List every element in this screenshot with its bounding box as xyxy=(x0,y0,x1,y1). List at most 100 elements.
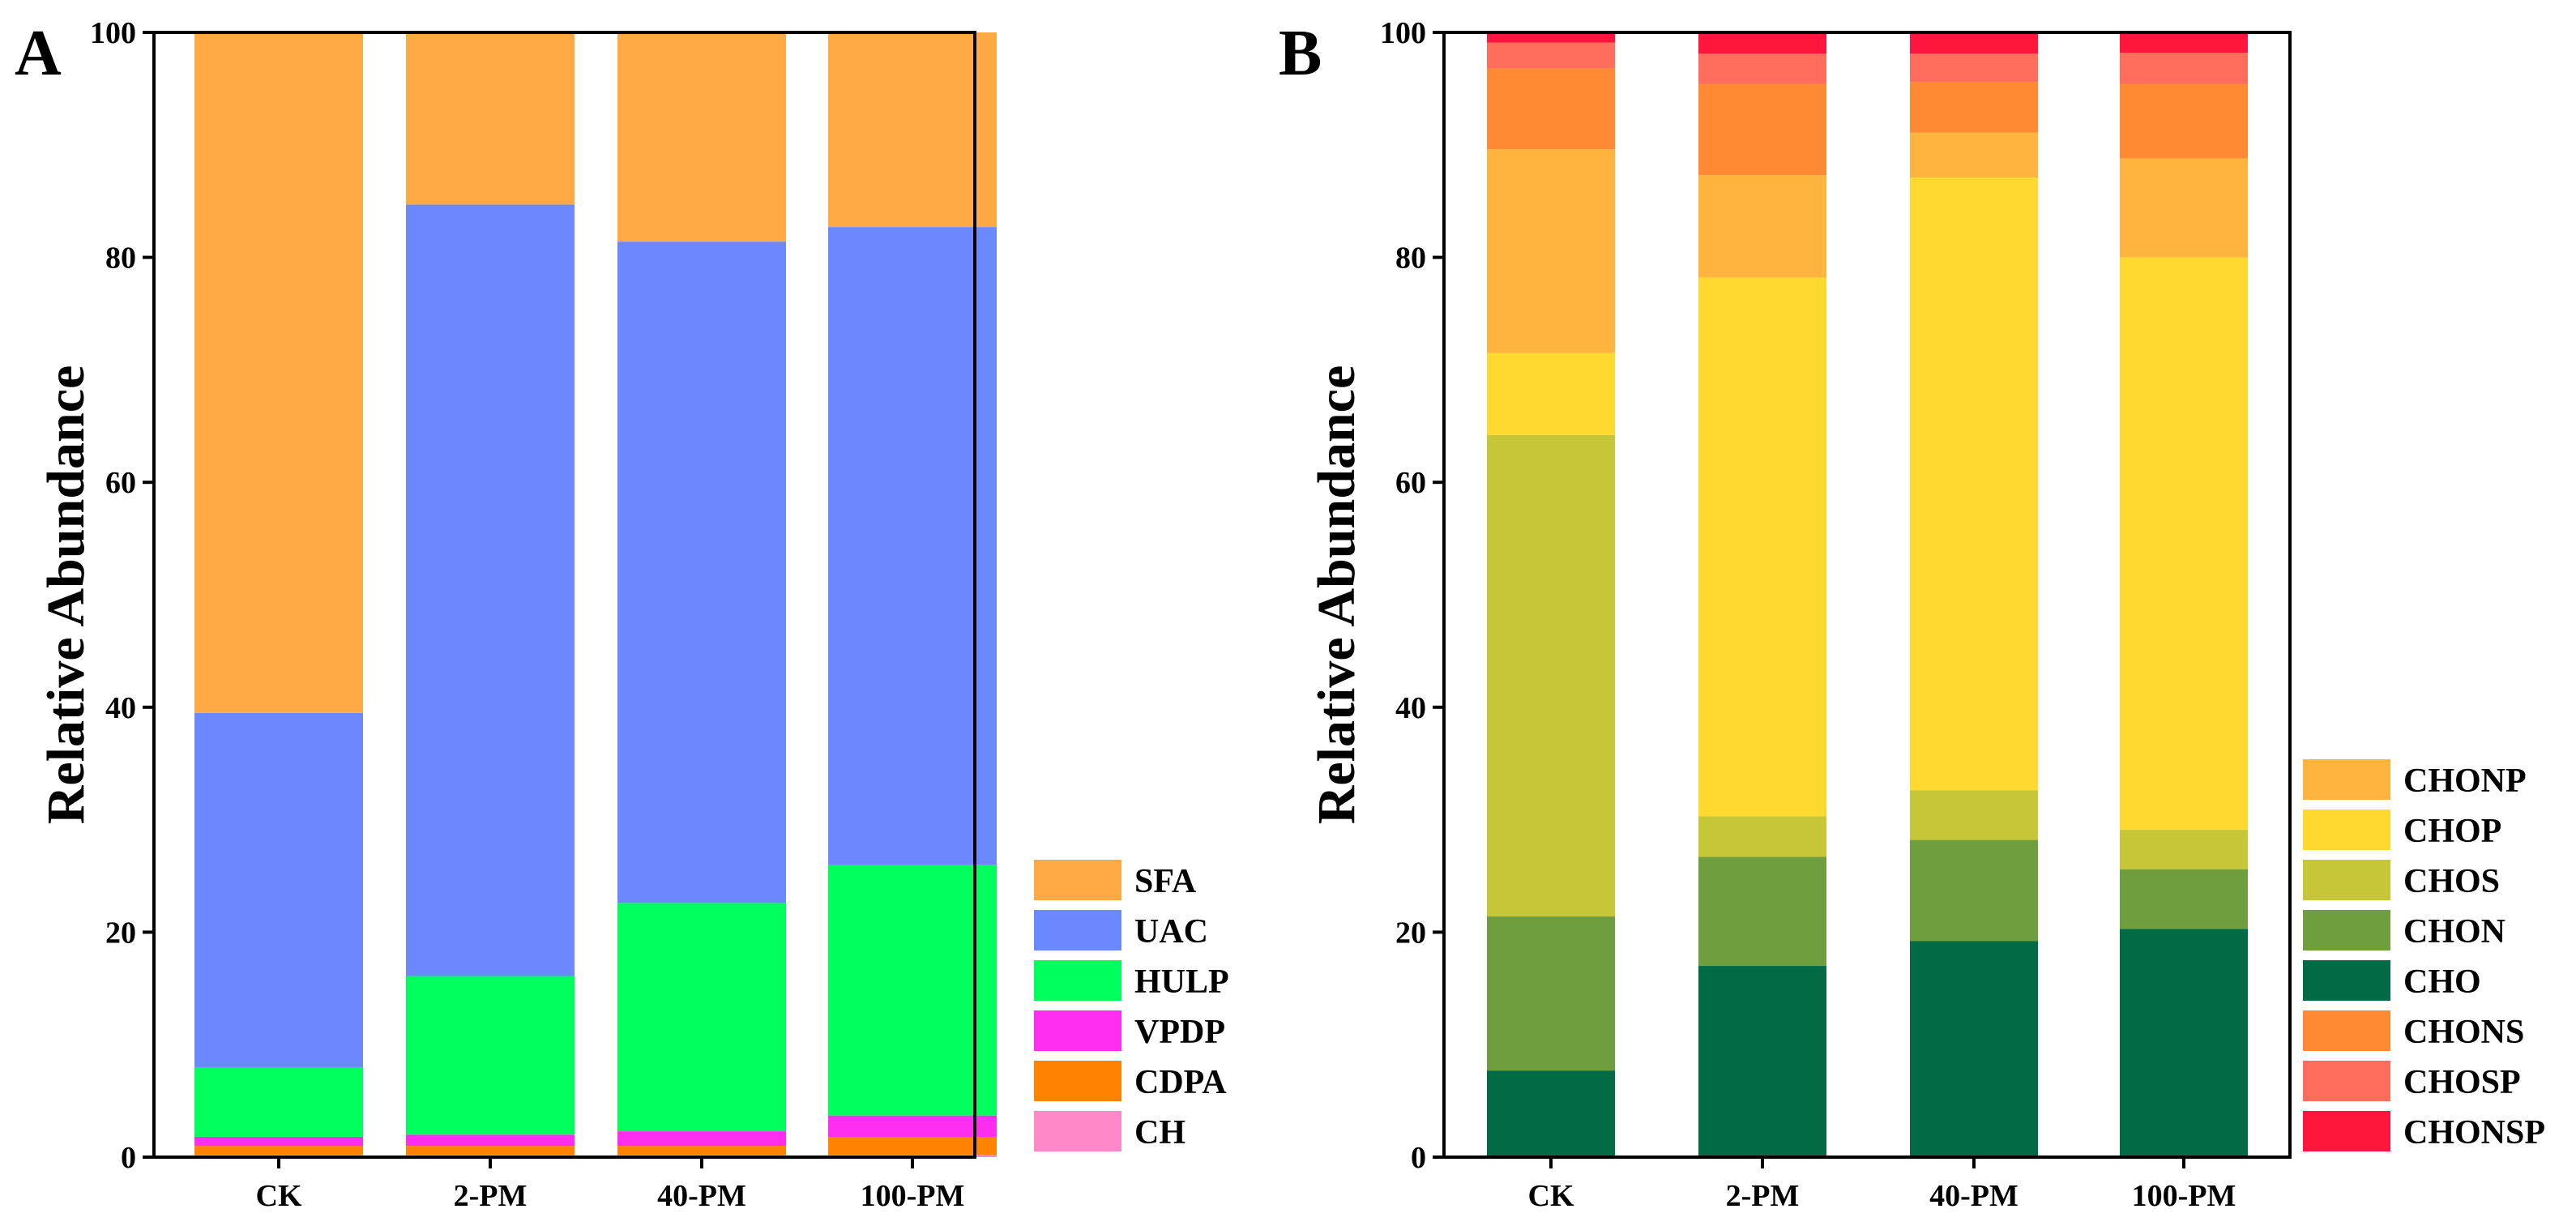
a-y-axis-label: Relative Abundance xyxy=(36,365,96,825)
b-y-tick-label: 20 xyxy=(1395,916,1426,950)
b-y-tick-label: 60 xyxy=(1395,466,1426,500)
b-x-tick-label: CK xyxy=(1528,1179,1574,1213)
b-y-tick-label: 100 xyxy=(1380,16,1426,50)
a-bar-ck-vpdp xyxy=(194,1137,363,1147)
a-bar-100-pm-uac xyxy=(828,227,997,865)
b-legend-label-cho: CHO xyxy=(2403,963,2481,1001)
a-bar-2-pm-hulp xyxy=(406,976,575,1135)
b-bar-40-pm-chop xyxy=(1910,177,2038,791)
a-x-tick-label: CK xyxy=(256,1179,302,1213)
a-bar-100-pm-sfa xyxy=(828,32,997,228)
b-y-tick-label: 40 xyxy=(1395,691,1426,725)
b-legend-label-chosp: CHOSP xyxy=(2403,1064,2521,1101)
a-bar-ck-cdpa xyxy=(194,1146,363,1156)
a-legend-swatch-ch xyxy=(1034,1111,1121,1151)
a-bar-2-pm-sfa xyxy=(406,32,575,205)
a-legend-label-sfa: SFA xyxy=(1134,863,1197,900)
panel-a-legend: SFA UAC HULP VPDP CDPA CH xyxy=(1034,860,1229,1151)
b-bar-40-pm-chonsp xyxy=(1910,31,2038,54)
panel-a: A 0 20 40 60 80 100 CK 2-PM 40-PM 100-PM Relative … xyxy=(15,16,1229,1213)
b-legend-swatch-chop xyxy=(2303,810,2390,850)
b-legend-label-chos: CHOS xyxy=(2403,863,2500,900)
b-bar-100-pm-chonsp xyxy=(2120,33,2248,53)
b-bar-100-pm-chos xyxy=(2120,830,2248,869)
a-legend-swatch-vpdp xyxy=(1034,1010,1121,1051)
b-bar-100-pm-cho xyxy=(2120,929,2248,1157)
a-bar-ck-sfa xyxy=(194,32,363,713)
a-legend-label-vpdp: VPDP xyxy=(1134,1014,1225,1051)
a-bar-40-pm-sfa xyxy=(617,32,786,242)
a-bar-2-pm-cdpa xyxy=(406,1146,575,1156)
b-bar-ck-chon xyxy=(1487,916,1615,1071)
b-y-tick-label: 80 xyxy=(1395,241,1426,276)
a-axes-frame xyxy=(152,31,976,1159)
b-x-tick-label: 100-PM xyxy=(2132,1179,2236,1213)
b-axes-frame xyxy=(1442,31,2292,1159)
b-legend-swatch-chos xyxy=(2303,860,2390,900)
b-legend-label-chop: CHOP xyxy=(2403,813,2501,850)
a-bar-2-pm-vpdp xyxy=(406,1134,575,1147)
b-bar-100-pm-chosp xyxy=(2120,52,2248,84)
a-y-tick-label: 60 xyxy=(105,466,136,500)
b-legend-label-chonp: CHONP xyxy=(2403,763,2527,800)
a-bar-ck-uac xyxy=(194,712,363,1067)
a-legend-swatch-hulp xyxy=(1034,960,1121,1001)
b-bar-40-pm-chosp xyxy=(1910,53,2038,83)
a-legend-swatch-cdpa xyxy=(1034,1061,1121,1101)
a-y-tick-label: 0 xyxy=(121,1141,136,1175)
panel-b: B 0 20 40 60 80 100 CK 2-PM 40-PM 100-PM Relative … xyxy=(1279,16,2545,1213)
a-bar-2-pm-uac xyxy=(406,204,575,976)
b-bar-ck-chons xyxy=(1487,68,1615,150)
b-bar-2-pm-chonsp xyxy=(1698,31,1826,54)
a-x-tick-label: 100-PM xyxy=(861,1179,965,1213)
b-bar-2-pm-cho xyxy=(1698,966,1826,1157)
b-bar-100-pm-chon xyxy=(2120,869,2248,929)
b-bar-ck-chop xyxy=(1487,352,1615,435)
b-legend-swatch-chonsp xyxy=(2303,1111,2390,1151)
b-legend-swatch-chonp xyxy=(2303,759,2390,800)
a-x-tick-label: 2-PM xyxy=(454,1179,528,1213)
a-legend-label-uac: UAC xyxy=(1134,913,1208,950)
b-bar-100-pm-chonp xyxy=(2120,158,2248,258)
a-legend-label-hulp: HULP xyxy=(1134,963,1229,1001)
b-bar-ck-chonsp xyxy=(1487,31,1615,43)
a-bar-40-pm-uac xyxy=(617,241,786,903)
b-bar-2-pm-chos xyxy=(1698,816,1826,857)
b-bar-ck-chos xyxy=(1487,434,1615,916)
a-legend-swatch-uac xyxy=(1034,910,1121,950)
panel-a-letter: A xyxy=(15,18,62,89)
b-bar-2-pm-chonp xyxy=(1698,175,1826,278)
a-x-tick-label: 40-PM xyxy=(657,1179,746,1213)
panel-a-plot-area: 0 20 40 60 80 100 CK 2-PM 40-PM 100-PM Relative Ab… xyxy=(36,16,997,1213)
b-legend-label-chonsp: CHONSP xyxy=(2403,1114,2545,1151)
b-bar-40-pm-chons xyxy=(1910,82,2038,133)
a-bar-100-pm-hulp xyxy=(828,865,997,1116)
b-bar-2-pm-chosp xyxy=(1698,53,1826,84)
b-x-tick-label: 40-PM xyxy=(1929,1179,2019,1213)
b-legend-label-chon: CHON xyxy=(2403,913,2506,950)
a-y-tick-label: 20 xyxy=(105,916,136,950)
b-legend-swatch-cho xyxy=(2303,960,2390,1001)
a-legend-label-cdpa: CDPA xyxy=(1134,1064,1227,1101)
a-legend-label-ch: CH xyxy=(1134,1114,1185,1151)
b-bar-40-pm-chonp xyxy=(1910,132,2038,178)
b-y-axis-label: Relative Abundance xyxy=(1307,365,1366,825)
a-y-tick-label: 80 xyxy=(105,241,136,276)
b-bar-40-pm-cho xyxy=(1910,941,2038,1157)
b-bar-ck-cho xyxy=(1487,1070,1615,1157)
b-legend-swatch-chons xyxy=(2303,1010,2390,1051)
b-bar-40-pm-chos xyxy=(1910,790,2038,840)
a-y-tick-label: 40 xyxy=(105,691,136,725)
b-bar-100-pm-chons xyxy=(2120,83,2248,159)
b-legend-label-chons: CHONS xyxy=(2403,1014,2524,1051)
a-bar-100-pm-vpdp xyxy=(828,1115,997,1138)
a-y-tick-label: 100 xyxy=(90,16,136,50)
a-bar-40-pm-hulp xyxy=(617,903,786,1132)
b-bar-ck-chosp xyxy=(1487,42,1615,69)
a-bar-100-pm-cdpa xyxy=(828,1137,997,1156)
b-legend-swatch-chon xyxy=(2303,910,2390,950)
panel-b-legend: CHONP CHOP CHOS CHON CHO CHONS CHOSP CHONSP xyxy=(2303,759,2545,1151)
b-y-tick-label: 0 xyxy=(1411,1141,1426,1175)
a-legend-swatch-sfa xyxy=(1034,860,1121,900)
